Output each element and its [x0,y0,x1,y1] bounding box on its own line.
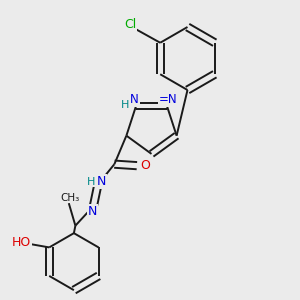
Text: CH₃: CH₃ [61,193,80,203]
Text: =N: =N [159,93,178,106]
Text: O: O [140,159,150,172]
Text: HO: HO [12,236,31,249]
Text: H: H [87,177,95,187]
Text: N: N [97,175,106,188]
Text: H: H [120,100,129,110]
Text: Cl: Cl [124,18,136,31]
Text: N: N [130,93,139,106]
Text: N: N [88,205,97,218]
